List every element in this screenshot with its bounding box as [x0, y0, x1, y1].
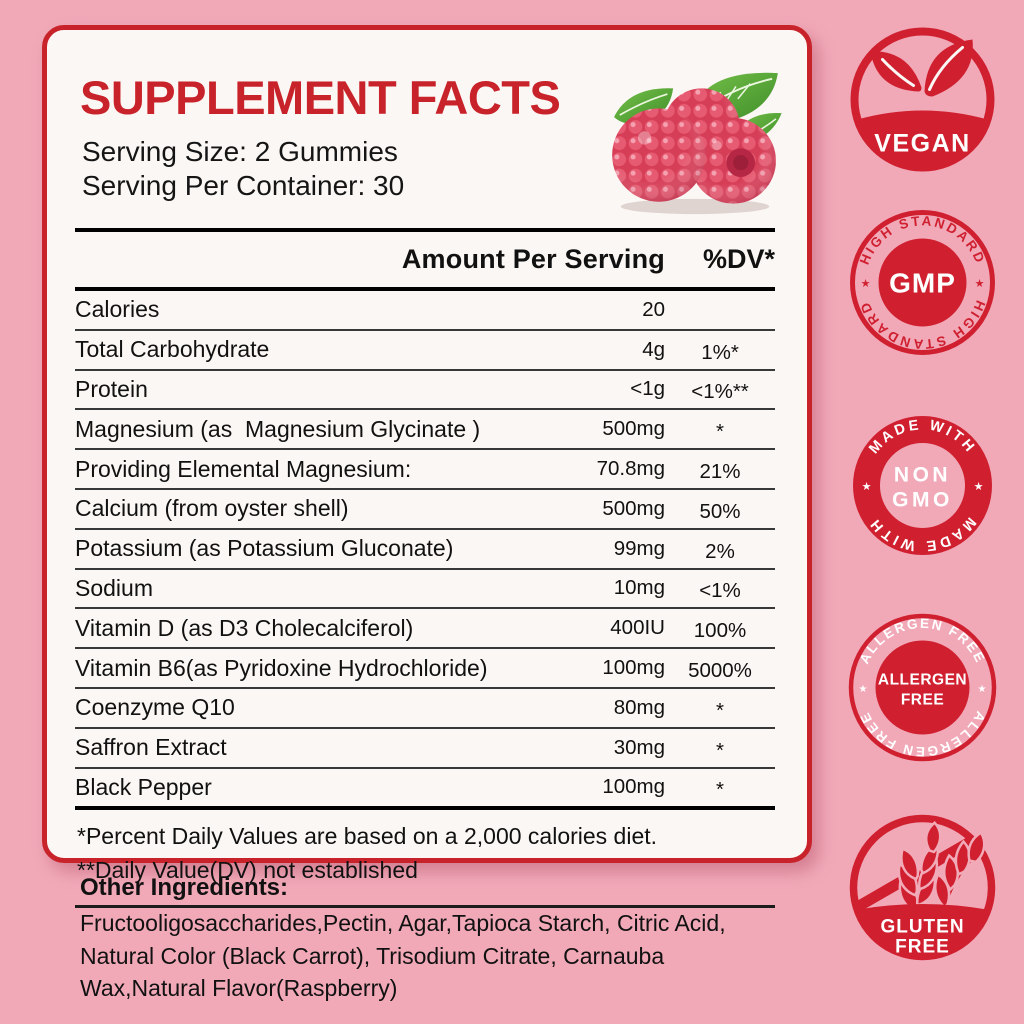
gluten-free-badge: GLUTEN FREE: [849, 814, 996, 961]
nutrient-amount: 20: [642, 297, 665, 321]
table-row: Magnesium (as Magnesium Glycinate ) 500m…: [75, 410, 775, 451]
nutrient-amount: 30mg: [613, 735, 665, 759]
nutrient-amount: 4g: [642, 337, 665, 361]
nutrient-amount: 100mg: [602, 656, 665, 680]
raspberry-image: [612, 72, 782, 215]
table-row: Providing Elemental Magnesium: 70.8mg 21…: [75, 450, 775, 490]
nutrient-amount: 70.8mg: [596, 457, 665, 481]
facts-rows: Calories 20 Total Carbohydrate 4g 1%* Pr…: [75, 291, 775, 806]
star-icon: ★: [974, 481, 984, 493]
footnote-daily-values: *Percent Daily Values are based on a 2,0…: [77, 823, 658, 850]
gluten-line2: FREE: [895, 937, 950, 958]
nutrient-name: Vitamin B6(as Pyridoxine Hydrochloride): [75, 654, 488, 681]
nutrient-amount: 100mg: [602, 775, 665, 799]
nutrient-dv: *: [716, 698, 724, 722]
vegan-badge: VEGAN: [850, 27, 995, 172]
non-gmo-line1: NON: [894, 464, 951, 487]
other-ingredients-heading: Other Ingredients:: [80, 874, 289, 901]
header-dv: %DV*: [702, 244, 775, 274]
nutrient-name: Coenzyme Q10: [75, 694, 235, 721]
nutrient-amount: <1g: [630, 377, 665, 401]
non-gmo-line2: GMO: [892, 489, 953, 512]
table-row: Black Pepper 100mg *: [75, 769, 775, 807]
table-row: Sodium 10mg <1%: [75, 570, 775, 610]
nutrient-dv: *: [716, 778, 724, 802]
nutrient-name: Providing Elemental Magnesium:: [75, 455, 412, 482]
nutrient-dv: *: [716, 738, 724, 762]
nutrient-dv: 2%: [705, 539, 735, 563]
page-title: SUPPLEMENT FACTS: [80, 71, 561, 124]
footnotes: *Percent Daily Values are based on a 2,0…: [75, 806, 775, 909]
nutrient-dv: 1%*: [701, 340, 739, 364]
nutrient-amount: 80mg: [613, 695, 665, 719]
other-ingredients-section: Other Ingredients: Fructooligosaccharide…: [80, 874, 770, 1005]
nutrient-name: Calories: [75, 296, 160, 323]
nutrient-dv: <1%**: [691, 380, 749, 404]
supplement-facts-card: SUPPLEMENT FACTS Serving Size: 2 Gummies…: [42, 25, 812, 909]
gluten-line1: GLUTEN: [880, 917, 964, 938]
allergen-line1: ALLERGEN: [878, 672, 967, 689]
nutrient-dv: 5000%: [688, 659, 752, 683]
other-ingredients-text: Fructooligosaccharides,Pectin, Agar,Tapi…: [80, 910, 726, 1002]
nutrient-dv: *: [716, 420, 724, 444]
star-icon: ★: [859, 684, 868, 695]
header-amount-per-serving: Amount Per Serving: [401, 244, 665, 274]
nutrient-dv: 50%: [699, 499, 741, 523]
table-row: Coenzyme Q10 80mg *: [75, 689, 775, 729]
footnote-dv-not-established: **Daily Value(DV) not established: [77, 856, 418, 883]
nutrient-name: Magnesium (as Magnesium Glycinate ): [75, 415, 481, 442]
nutrient-amount: 10mg: [613, 576, 665, 600]
raspberries-icon: [612, 88, 776, 204]
nutrient-amount: 500mg: [602, 496, 665, 520]
table-row: Saffron Extract 30mg *: [75, 729, 775, 769]
star-icon: ★: [975, 278, 985, 290]
nutrient-name: Sodium: [75, 574, 153, 601]
gmp-center-label: GMP: [889, 268, 956, 299]
nutrient-dv: <1%: [699, 579, 741, 603]
allergen-free-badge: ALLERGEN FREE ALLERGEN FREE ★ ★ ALLERGEN…: [848, 613, 997, 762]
nutrient-name: Vitamin D (as D3 Cholecalciferol): [75, 614, 414, 641]
nutrient-amount: 500mg: [602, 417, 665, 441]
nutrient-name: Protein: [75, 375, 148, 402]
table-row: Vitamin B6(as Pyridoxine Hydrochloride) …: [75, 649, 775, 689]
table-row: Protein <1g <1%**: [75, 371, 775, 411]
table-row: Total Carbohydrate 4g 1%*: [75, 331, 775, 371]
star-icon: ★: [862, 481, 872, 493]
serving-size: Serving Size: 2 Gummies: [82, 136, 398, 167]
leaves-icon: [870, 39, 973, 97]
nutrient-name: Potassium (as Potassium Gluconate): [75, 535, 454, 562]
nutrient-name: Total Carbohydrate: [75, 336, 270, 363]
nutrient-name: Calcium (from oyster shell): [75, 495, 349, 522]
gmp-badge: HIGH STANDARD HIGH STANDARD ★ ★ GMP: [850, 210, 995, 355]
facts-table-header: Amount Per Serving %DV*: [75, 228, 775, 291]
nutrient-dv: 21%: [699, 460, 741, 484]
vegan-label: VEGAN: [874, 130, 970, 158]
servings-per-container: Serving Per Container: 30: [82, 169, 405, 201]
star-icon: ★: [978, 684, 987, 695]
allergen-line2: FREE: [901, 692, 944, 709]
table-row: Potassium (as Potassium Gluconate) 99mg …: [75, 530, 775, 570]
star-icon: ★: [861, 278, 871, 290]
facts-table: Amount Per Serving %DV* Calories 20 Tota…: [75, 228, 775, 909]
nutrient-name: Black Pepper: [75, 773, 212, 800]
table-row: Calories 20: [75, 291, 775, 331]
nutrient-dv: 100%: [693, 619, 747, 643]
serving-info: Serving Size: 2 Gummies Serving Per Cont…: [82, 135, 404, 202]
nutrient-amount: 99mg: [613, 536, 665, 560]
non-gmo-badge: MADE WITH MADE WITH ★ ★ NON GMO: [853, 416, 992, 555]
table-row: Vitamin D (as D3 Cholecalciferol) 400IU …: [75, 609, 775, 650]
table-row: Calcium (from oyster shell) 500mg 50%: [75, 490, 775, 530]
nutrient-amount: 400IU: [610, 616, 665, 640]
nutrient-name: Saffron Extract: [75, 734, 227, 761]
